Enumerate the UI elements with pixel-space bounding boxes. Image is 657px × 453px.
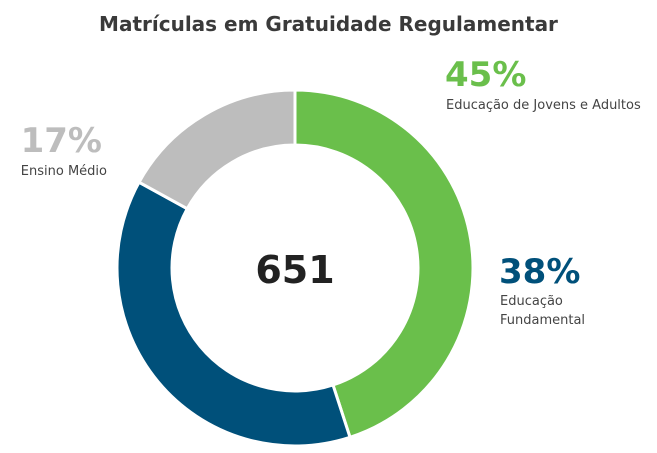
value-label: 38% [499,252,581,292]
donut-slice [293,88,475,440]
chart-title: Matrículas em Gratuidade Regulamentar [99,12,558,36]
category-label: Educação de Jovens e Adultos [446,98,641,113]
category-label: Educação Fundamental [500,294,586,328]
value-label: 45% [445,55,527,95]
donut-slice [136,88,297,211]
category-label: Ensino Médio [20,164,107,179]
value-label: 17% [20,121,102,161]
donut-slice [115,180,352,448]
center-total: 651 [255,248,335,292]
